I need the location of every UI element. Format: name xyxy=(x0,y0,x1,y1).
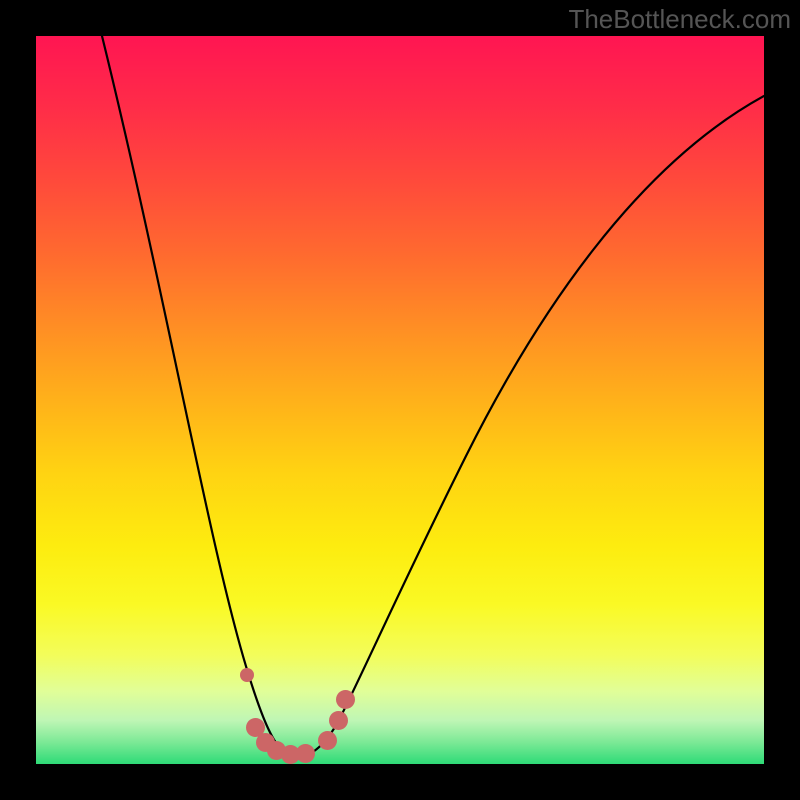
curve-marker xyxy=(318,731,337,750)
plot-area xyxy=(36,36,764,764)
markers-layer xyxy=(36,36,764,764)
curve-marker xyxy=(240,668,254,682)
curve-marker xyxy=(336,690,355,709)
curve-marker xyxy=(329,711,348,730)
chart-root: TheBottleneck.com xyxy=(0,0,800,800)
watermark-text: TheBottleneck.com xyxy=(568,4,791,35)
curve-marker xyxy=(296,744,315,763)
